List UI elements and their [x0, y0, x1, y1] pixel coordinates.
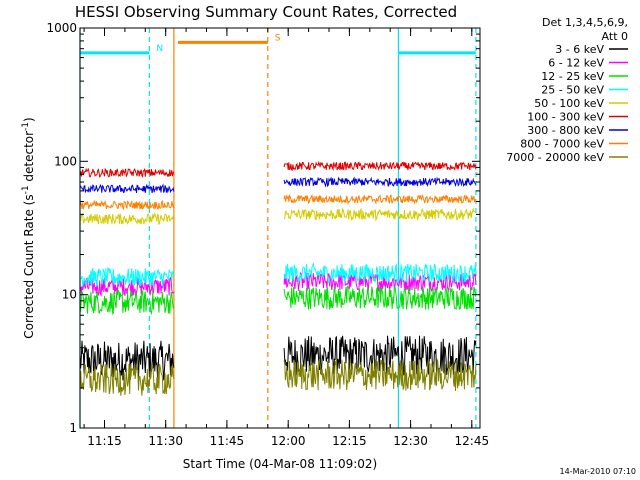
x-tick-label-3: 12:00 — [271, 434, 306, 448]
series-300-800-kev-segment-0 — [79, 183, 175, 194]
flag-label-s: S — [275, 33, 281, 43]
series-7000-20000-kev-segment-0 — [79, 362, 175, 396]
y-axis-label: Corrected Count Rate (s-1 detector-1) — [21, 117, 36, 338]
legend-label-6-12-kev: 6 - 12 keV — [548, 57, 604, 70]
legend-label-300-800-kev: 300 - 800 keV — [527, 124, 604, 137]
series-800-7000-kev-segment-0 — [79, 199, 175, 211]
x-axis-label: Start Time (04-Mar-08 11:09:02) — [183, 457, 377, 471]
legend-title-line-1: Det 1,3,4,5,6,9, — [542, 16, 628, 29]
series-3-6-kev-segment-1 — [283, 335, 477, 377]
x-tick-label-1: 11:30 — [148, 434, 183, 448]
series-50-100-kev-segment-1 — [283, 207, 477, 222]
legend-label-3-6-kev: 3 - 6 keV — [555, 43, 604, 56]
legend-label-12-25-kev: 12 - 25 keV — [541, 70, 604, 83]
plot-frame — [79, 27, 481, 429]
series-50-100-kev-segment-0 — [79, 211, 175, 226]
legend-label-25-50-kev: 25 - 50 keV — [541, 84, 604, 97]
series-6-12-kev-segment-0 — [79, 277, 175, 297]
x-tick-label-4: 12:15 — [332, 434, 367, 448]
x-tick-label-6: 12:45 — [455, 434, 490, 448]
legend-label-7000-20000-kev: 7000 - 20000 keV — [506, 151, 604, 164]
series-25-50-kev-segment-1 — [283, 262, 477, 284]
legend-label-50-100-kev: 50 - 100 keV — [534, 97, 604, 110]
x-tick-label-2: 11:45 — [210, 434, 245, 448]
flag-label-n: N — [156, 44, 163, 54]
series-12-25-kev-segment-1 — [283, 285, 477, 310]
series-6-12-kev-segment-1 — [283, 271, 477, 293]
y-tick-label-2: 100 — [54, 154, 77, 168]
chart-title: HESSI Observing Summary Count Rates, Cor… — [75, 3, 457, 21]
plot-area: NS — [79, 28, 477, 428]
series-100-300-kev-segment-1 — [283, 160, 477, 172]
series-300-800-kev-segment-1 — [283, 176, 477, 188]
legend-label-100-300-kev: 100 - 300 keV — [527, 111, 604, 124]
series-25-50-kev-segment-0 — [79, 266, 175, 287]
x-tick-label-0: 11:15 — [87, 434, 122, 448]
x-tick-label-5: 12:30 — [393, 434, 428, 448]
y-tick-label-3: 1000 — [46, 21, 77, 35]
series-800-7000-kev-segment-1 — [283, 193, 477, 206]
y-tick-label-0: 1 — [69, 421, 77, 435]
timestamp: 14-Mar-2010 07:10 — [560, 467, 637, 476]
series-12-25-kev-segment-0 — [79, 290, 175, 316]
series-7000-20000-kev-segment-1 — [283, 357, 477, 391]
series-100-300-kev-segment-0 — [79, 167, 175, 178]
legend-label-800-7000-kev: 800 - 7000 keV — [520, 138, 604, 151]
y-tick-label-1: 10 — [62, 288, 77, 302]
legend-title-line-2: Att 0 — [602, 30, 628, 43]
